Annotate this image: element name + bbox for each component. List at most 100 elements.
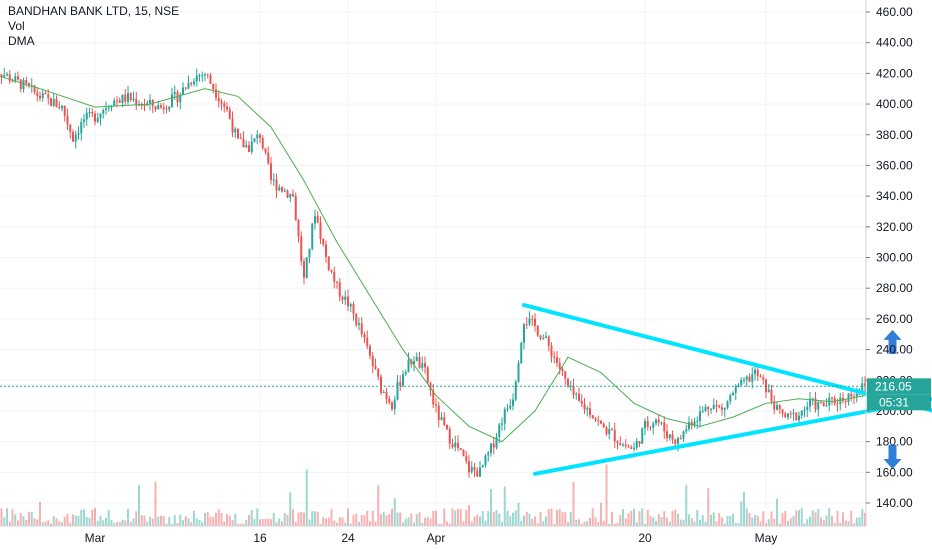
- candle-body: [611, 429, 613, 431]
- price-tick-label: 420.00: [876, 66, 913, 80]
- symbol-title[interactable]: BANDHAN BANK LTD, 15, NSE: [8, 4, 180, 18]
- volume-bar: [792, 516, 795, 526]
- candle-body: [311, 223, 314, 249]
- volume-bar: [283, 513, 286, 526]
- volume-bar: [751, 517, 754, 526]
- volume-bar: [806, 519, 809, 526]
- volume-bar: [234, 513, 237, 526]
- volume-bar: [613, 523, 616, 526]
- volume-bar: [171, 523, 173, 526]
- volume-bar: [382, 511, 385, 526]
- volume-bar: [641, 508, 644, 526]
- volume-bar: [707, 488, 710, 526]
- volume-bar: [286, 514, 289, 526]
- candle-body: [305, 257, 308, 278]
- volume-bar: [594, 517, 597, 526]
- candle-body: [539, 335, 542, 339]
- volume-indicator-label[interactable]: Vol: [8, 19, 25, 33]
- candle-body: [792, 412, 795, 415]
- volume-bar: [201, 522, 204, 526]
- volume-bar: [242, 523, 245, 526]
- candle-body: [55, 99, 58, 108]
- volume-bar: [443, 508, 446, 526]
- price-tag: 216.05 05:31: [867, 378, 931, 411]
- volume-bar: [424, 517, 426, 526]
- volume-bar: [495, 509, 498, 526]
- price-tick-label: 160.00: [876, 465, 913, 479]
- candle-body: [668, 434, 671, 439]
- candle-body: [619, 443, 622, 446]
- candle-body: [160, 105, 162, 108]
- candle-body: [33, 85, 36, 93]
- candlestick-series: [0, 68, 866, 478]
- time-axis[interactable]: Mar 16 24 Apr 20 May: [0, 525, 866, 545]
- candle-body: [135, 98, 138, 106]
- volume-bar: [564, 512, 567, 526]
- candle-body: [454, 442, 457, 448]
- candle-body: [817, 402, 820, 410]
- candle-body: [745, 376, 748, 380]
- candle-body: [248, 145, 250, 153]
- candle-body: [217, 97, 220, 102]
- candle-body: [693, 421, 696, 426]
- candle-body: [116, 100, 118, 102]
- candle-body: [836, 403, 839, 405]
- candle-body: [432, 390, 435, 405]
- candle-body: [66, 115, 69, 125]
- volume-bar: [289, 492, 292, 526]
- volume-bar: [459, 509, 462, 526]
- volume-bar: [72, 514, 74, 526]
- volume-bar: [624, 518, 627, 526]
- volume-bar: [44, 521, 47, 526]
- volume-bar: [55, 518, 58, 526]
- last-price-label: 216.05: [875, 379, 912, 393]
- price-axis[interactable]: 140.00160.00180.00200.00220.00240.00260.…: [865, 0, 913, 526]
- volume-bar: [275, 522, 278, 526]
- volume-bar: [435, 511, 437, 526]
- candle-body: [41, 93, 44, 99]
- volume-bar: [206, 511, 209, 526]
- volume-bar: [253, 518, 256, 526]
- candle-body: [193, 81, 195, 85]
- candle-body: [25, 80, 28, 84]
- candle-body: [572, 385, 575, 395]
- volume-bar: [850, 510, 853, 526]
- candle-body: [435, 404, 437, 406]
- candle-body: [198, 75, 201, 77]
- volume-bar: [506, 510, 509, 526]
- volume-bar: [124, 520, 127, 526]
- volume-bar: [525, 511, 528, 526]
- candle-body: [674, 439, 677, 444]
- volume-bar: [110, 519, 113, 526]
- price-tick-label: 320.00: [876, 220, 913, 234]
- candle-body: [366, 337, 369, 347]
- volume-bar: [413, 522, 415, 526]
- volume-bar: [96, 520, 99, 526]
- volume-bar: [264, 518, 267, 526]
- candle-body: [798, 415, 800, 421]
- volume-bar: [215, 512, 217, 526]
- dma-indicator-label[interactable]: DMA: [8, 34, 35, 48]
- candle-body: [685, 429, 688, 432]
- volume-bar: [187, 518, 190, 526]
- candle-body: [688, 422, 690, 430]
- candle-body: [322, 238, 325, 245]
- volume-bar: [542, 521, 545, 526]
- volume-bar: [536, 523, 539, 526]
- candle-body: [380, 376, 382, 393]
- volume-bar: [578, 519, 580, 526]
- volume-bar: [204, 512, 206, 526]
- volume-bar: [710, 514, 712, 526]
- candle-body: [223, 103, 226, 107]
- countdown-label: 05:31: [879, 395, 909, 409]
- candle-body: [712, 404, 715, 410]
- volume-bar: [704, 521, 707, 526]
- volume-bar: [833, 523, 836, 526]
- volume-bar: [583, 521, 586, 526]
- volume-bar: [344, 522, 347, 526]
- volume-bar: [765, 523, 767, 526]
- candle-body: [102, 110, 105, 114]
- volume-bar: [454, 510, 457, 526]
- candle-body: [94, 113, 96, 122]
